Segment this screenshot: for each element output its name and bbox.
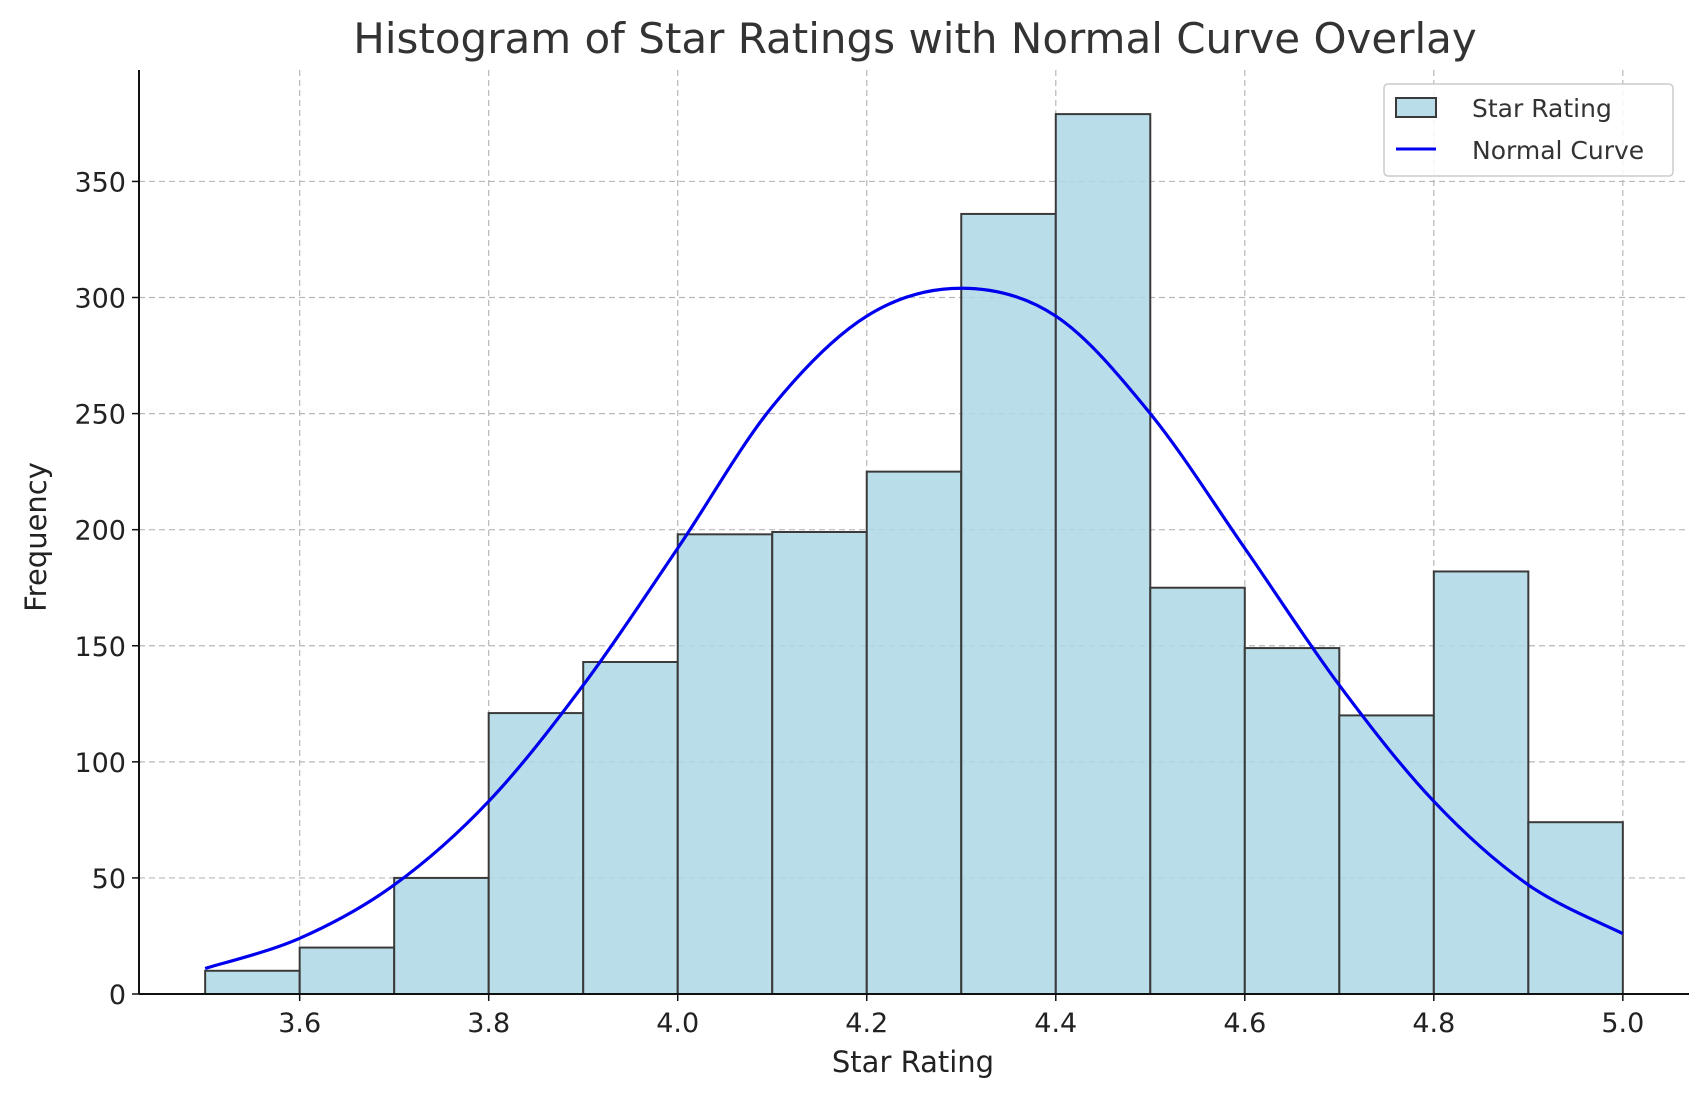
x-tick-label: 4.0 (656, 1008, 699, 1039)
legend-label-normal-curve: Normal Curve (1472, 136, 1644, 165)
x-tick-label: 4.4 (1034, 1008, 1077, 1039)
y-tick-label: 50 (92, 864, 126, 895)
curve-layer (204, 286, 1624, 970)
y-axis-label: Frequency (19, 462, 53, 612)
histogram-bar (676, 533, 774, 995)
x-tick-label: 4.6 (1223, 1008, 1266, 1039)
y-tick-label: 350 (74, 167, 126, 198)
histogram-bar (1054, 113, 1152, 996)
y-tick-label: 150 (74, 632, 126, 663)
x-tick-label: 4.2 (845, 1008, 888, 1039)
histogram-bar (1432, 570, 1530, 995)
histogram-bar (960, 212, 1057, 995)
x-tick-label: 3.6 (278, 1008, 321, 1039)
y-tick-label: 100 (74, 748, 126, 779)
x-tick-label: 4.8 (1412, 1008, 1455, 1039)
histogram-bar (204, 969, 301, 996)
legend-label-star-rating: Star Rating (1472, 94, 1612, 123)
x-tick-label: 3.8 (467, 1008, 510, 1039)
axes-layer (138, 70, 1689, 995)
histogram-bar (298, 946, 396, 995)
histogram-bar (865, 470, 963, 995)
normal-curve-line (204, 286, 1624, 970)
y-tick-label: 300 (74, 284, 126, 315)
y-tick-label: 250 (74, 400, 126, 431)
y-tick-label: 0 (109, 980, 126, 1011)
ticks-layer: 3.6 3.8 4.0 4.2 4.4 4.6 4.8 5.0 0 50 100 150 200 250 3… (74, 167, 1644, 1039)
x-axis-label: Star Rating (832, 1045, 994, 1079)
histogram-bar (487, 712, 585, 996)
legend-frame (1383, 83, 1674, 177)
chart-title: Histogram of Star Ratings with Normal Cu… (353, 14, 1477, 63)
x-tick-label: 5.0 (1601, 1008, 1644, 1039)
histogram-bar (1338, 714, 1435, 995)
histogram-bar (1243, 647, 1341, 995)
histogram-bar (1149, 586, 1246, 995)
histogram-bar (1527, 821, 1624, 995)
histogram-bar (582, 661, 679, 996)
y-tick-label: 200 (74, 516, 126, 547)
histogram-bar (771, 531, 868, 995)
bars-layer (204, 113, 1624, 996)
histogram-bar (393, 876, 490, 996)
legend-swatch-star-rating (1395, 97, 1437, 118)
legend: Star Rating Normal Curve (1383, 83, 1674, 177)
